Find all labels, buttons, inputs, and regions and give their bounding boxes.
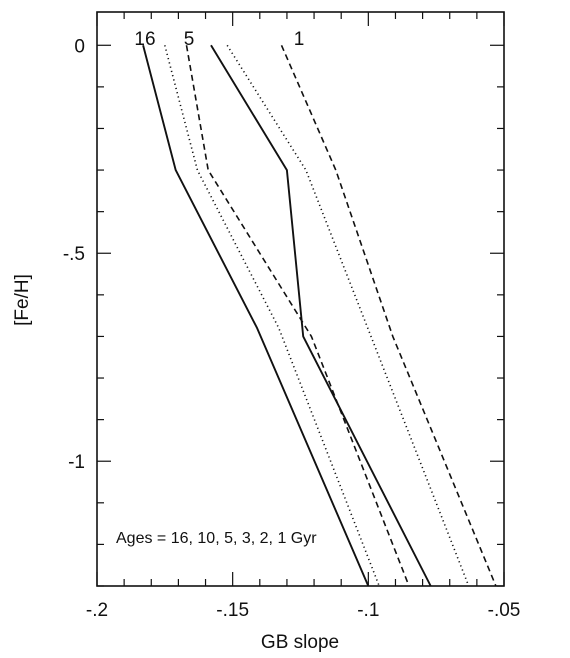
y-tick-label: 0 [74,36,85,57]
age-label-1: 1 [294,29,305,50]
x-tick-label: -.2 [86,600,108,621]
x-axis-label: GB slope [261,632,339,653]
series-line-3-gyr [210,44,432,587]
y-tick-label: -.5 [63,244,85,265]
y-axis-label: [Fe/H] [12,274,33,326]
age-label-16: 16 [134,29,155,50]
x-tick-label: -.1 [357,600,379,621]
tick-marks [96,12,505,587]
series-line-5-gyr [185,45,410,587]
series-line-2-gyr [226,44,470,587]
age-label-5: 5 [184,29,195,50]
annotation-ages: Ages = 16, 10, 5, 3, 2, 1 Gyr [116,530,317,547]
x-tick-label: -.15 [216,600,249,621]
tick-labels: -.2 -.15 -.1 -.05 0 -.5 -1 [63,36,521,621]
series-lines [142,44,497,587]
x-tick-label: -.05 [488,600,521,621]
plot-frame [96,11,505,587]
series-line-1-gyr [280,44,497,587]
series-line-16-gyr [142,45,370,587]
y-tick-label: -1 [68,452,85,473]
series-line-10-gyr [164,45,380,587]
